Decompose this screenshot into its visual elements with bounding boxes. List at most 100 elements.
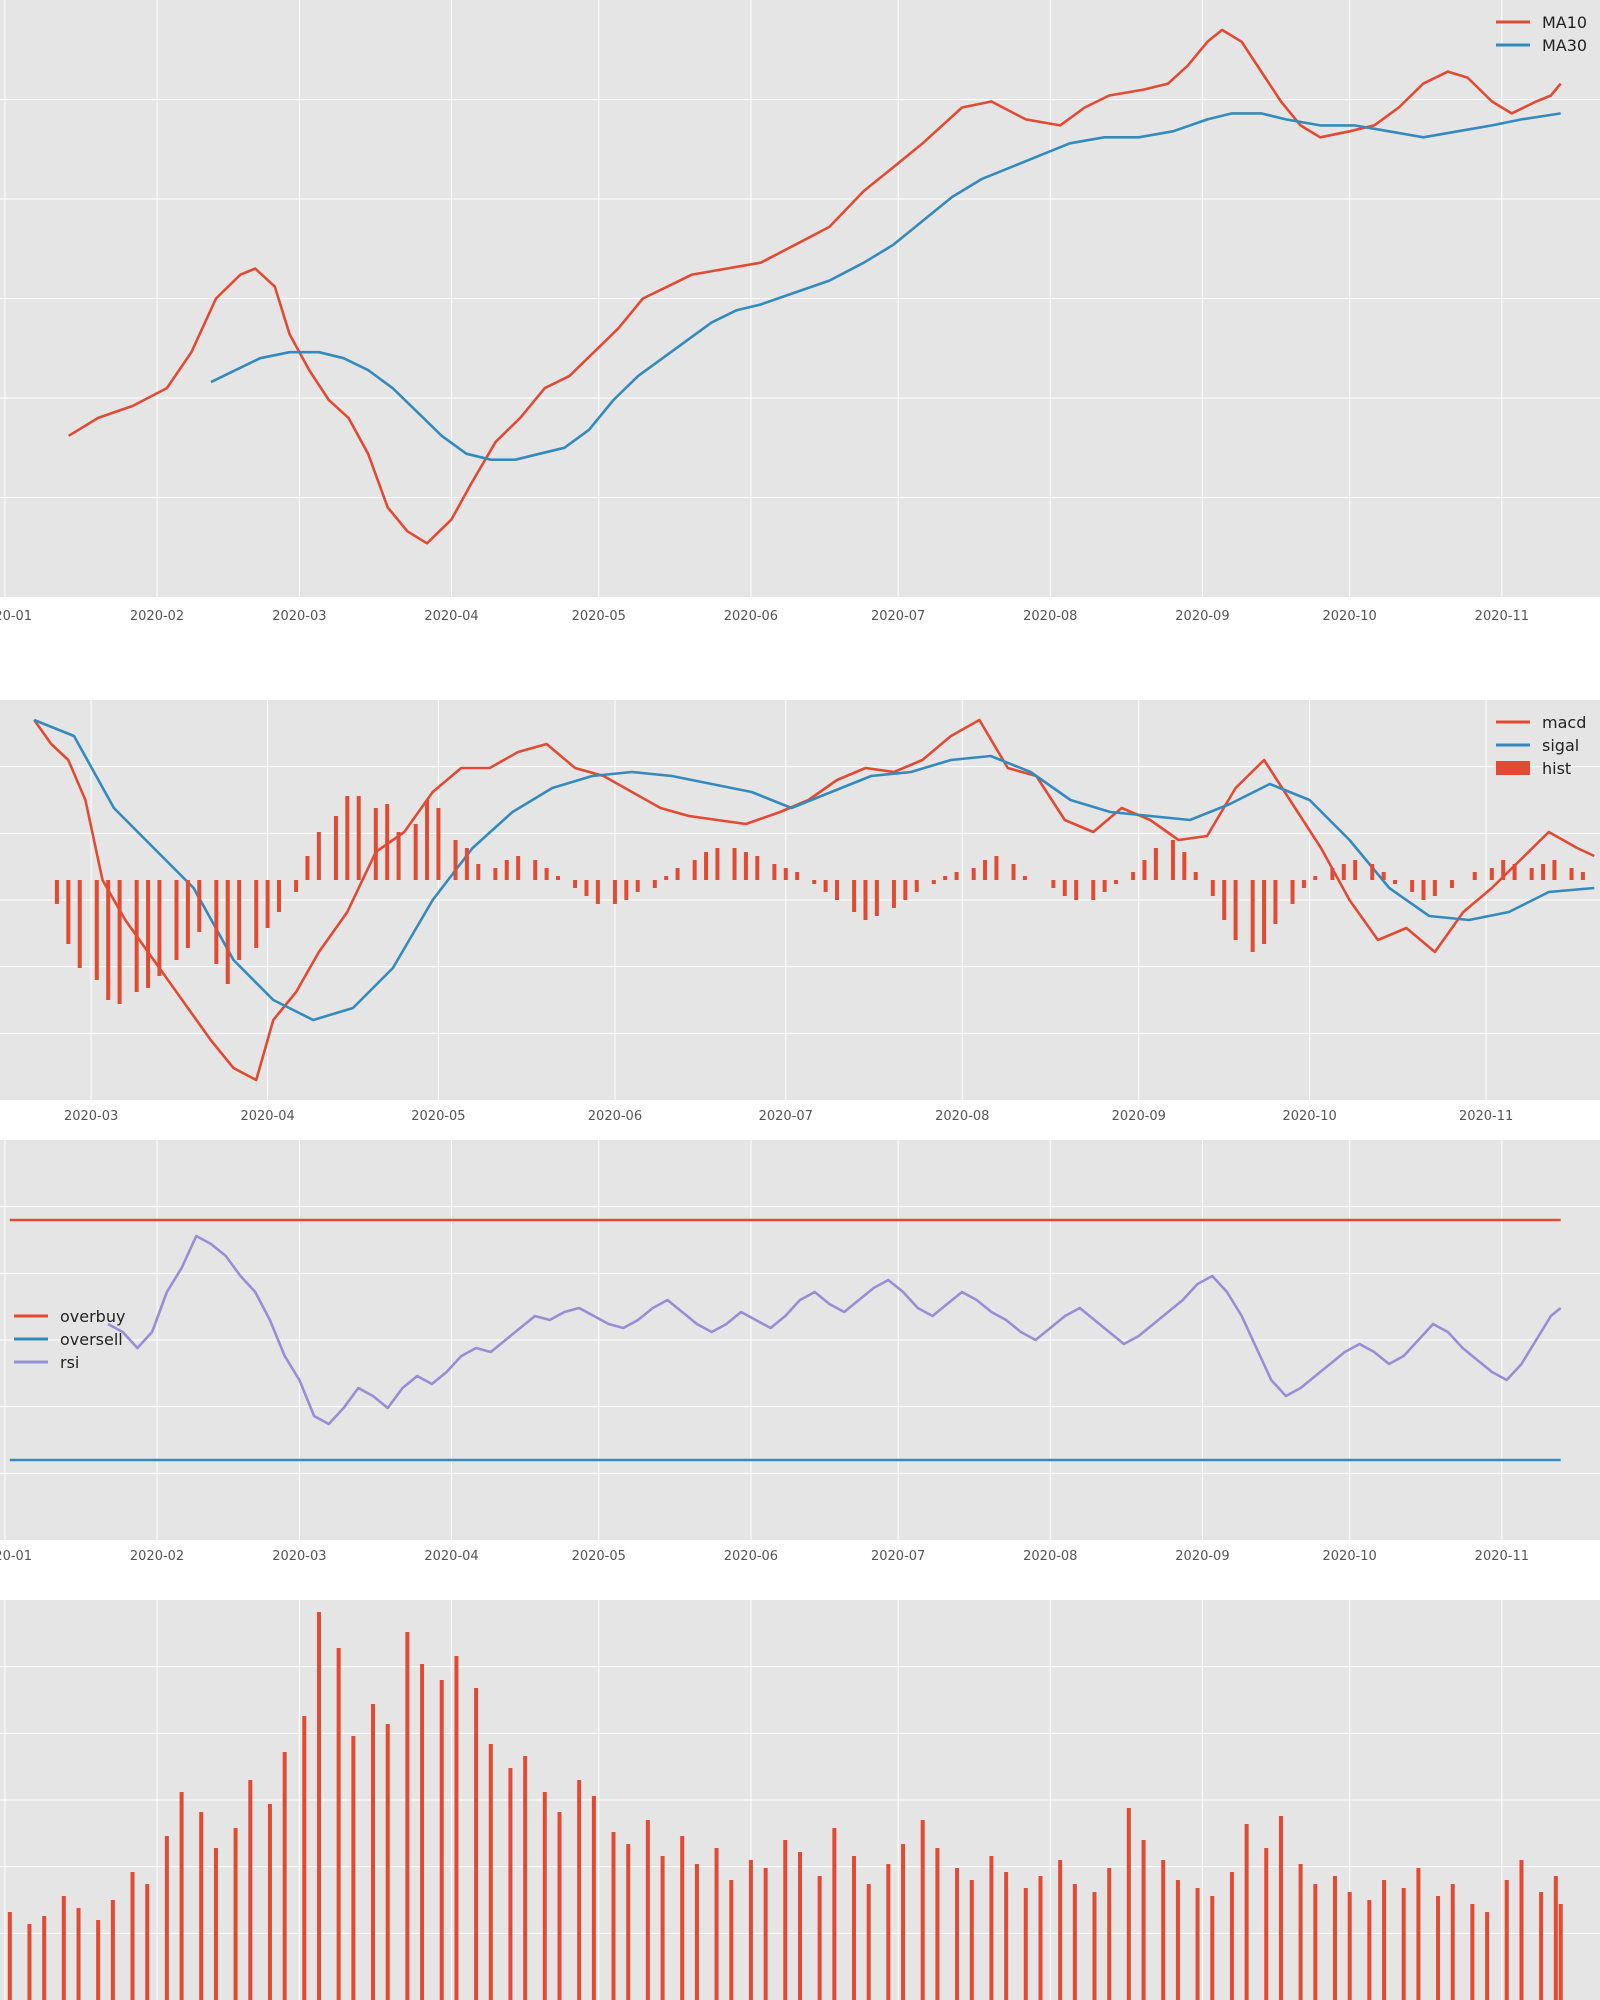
macd-x-tick-label: 2020-11 [1459, 1109, 1513, 1124]
macd-bar [1472, 872, 1477, 880]
macd-bar [1273, 880, 1278, 924]
volume-bar [1298, 1864, 1303, 2000]
volume-bar [1416, 1868, 1421, 2000]
volume-bar [1485, 1912, 1490, 2000]
macd-bar [704, 852, 709, 880]
macd-x-tick-label: 2020-03 [64, 1109, 118, 1124]
macd-bar [294, 880, 299, 892]
volume-bar [935, 1848, 940, 2000]
macd-bar [914, 880, 919, 892]
rsi-legend-label: rsi [60, 1353, 79, 1372]
macd-bar [1341, 864, 1346, 880]
volume-bar [611, 1832, 616, 2000]
macd-bar [1153, 848, 1158, 880]
macd-bar [1552, 860, 1557, 880]
macd-bar [863, 880, 868, 920]
macd-bar [835, 880, 840, 900]
volume-bar [729, 1880, 734, 2000]
volume-bar [1504, 1880, 1509, 2000]
macd-bar [316, 832, 321, 880]
volume-bar [1175, 1880, 1180, 2000]
macd-bar [1250, 880, 1255, 952]
volume-bar [866, 1884, 871, 2000]
volume-bar [27, 1924, 32, 2000]
macd-bar [1182, 852, 1187, 880]
macd-bar [185, 880, 190, 948]
volume-bar [267, 1804, 272, 2000]
ma-x-tick-label: 2020-02 [130, 609, 184, 624]
macd-bar [94, 880, 99, 980]
rsi-legend: overbuy oversell rsi [14, 1307, 125, 1372]
volume-bar [420, 1664, 425, 2000]
macd-bar [954, 872, 959, 880]
macd-bar [345, 796, 350, 880]
ma-x-tick-label: 2020-09 [1175, 609, 1229, 624]
volume-bar [199, 1812, 204, 2000]
macd-bar [333, 816, 338, 880]
macd-bar [556, 876, 561, 880]
macd-line-macd [33, 718, 1595, 1082]
macd-bar [1580, 872, 1585, 880]
macd-panel: 2020-03 2020-04 2020-05 2020-06 2020-07 2020-… [0, 700, 1600, 1124]
volume-bar [577, 1780, 582, 2000]
ma-x-tick-label: 2020-06 [724, 609, 778, 624]
macd-legend: macd sigal hist [1496, 713, 1586, 778]
volume-bar [542, 1792, 547, 2000]
rsi-legend-label: oversell [60, 1330, 123, 1349]
volume-bar [1347, 1892, 1352, 2000]
volume-bar [385, 1724, 390, 2000]
volume-bar [1278, 1816, 1283, 2000]
volume-bar [282, 1752, 287, 2000]
macd-bar [1062, 880, 1067, 896]
volume-bar [439, 1680, 444, 2000]
macd-bar [903, 880, 908, 900]
macd-bar [1370, 864, 1375, 880]
macd-x-tick-label: 2020-07 [759, 1109, 813, 1124]
macd-bar [1102, 880, 1107, 892]
macd-bar [743, 852, 748, 880]
macd-bar [612, 880, 617, 904]
macd-bar [772, 864, 777, 880]
ma-x-tick-label: 2020-08 [1023, 609, 1077, 624]
macd-x-tick-label: 2020-09 [1112, 1109, 1166, 1124]
ma-line-MA10 [68, 28, 1562, 545]
volume-bar [660, 1856, 665, 2000]
volume-series-bars [7, 1612, 1563, 2000]
macd-bar [225, 880, 230, 984]
macd-legend-label: macd [1542, 713, 1586, 732]
macd-x-tick-label: 2020-08 [935, 1109, 989, 1124]
macd-bar [77, 880, 82, 968]
volume-bar [1539, 1892, 1544, 2000]
macd-bar [1210, 880, 1215, 896]
macd-bar [983, 860, 988, 880]
ma-x-tick-label: 2020-03 [272, 609, 326, 624]
rsi-x-tick-label: 2020-06 [724, 1549, 778, 1564]
macd-bar [54, 880, 59, 904]
macd-bar [174, 880, 179, 960]
macd-bar [595, 880, 600, 904]
macd-series-sigal [33, 718, 1595, 1022]
macd-bar [812, 880, 817, 884]
volume-bar [1558, 1904, 1563, 2000]
ma-x-tick-label: 2020-05 [572, 609, 626, 624]
volume-bar [1450, 1884, 1455, 2000]
ma-legend-label: MA10 [1542, 13, 1587, 32]
macd-bar [1501, 860, 1506, 880]
volume-bar [1313, 1884, 1318, 2000]
macd-bar [106, 880, 111, 1000]
macd-bar [1074, 880, 1079, 900]
rsi-x-tick-label: 2020-08 [1023, 1549, 1077, 1564]
macd-bar [1193, 872, 1198, 880]
macd-bar [755, 856, 760, 880]
macd-x-tick-label: 2020-05 [411, 1109, 465, 1124]
volume-bar [1264, 1848, 1269, 2000]
volume-bar [317, 1612, 322, 2000]
macd-bar [971, 868, 976, 880]
macd-bar [795, 872, 800, 880]
volume-bar [1553, 1876, 1558, 2000]
macd-bar [1262, 880, 1267, 944]
volume-bar [1141, 1840, 1146, 2000]
ma-legend-label: MA30 [1542, 36, 1587, 55]
macd-legend-label: sigal [1542, 736, 1579, 755]
